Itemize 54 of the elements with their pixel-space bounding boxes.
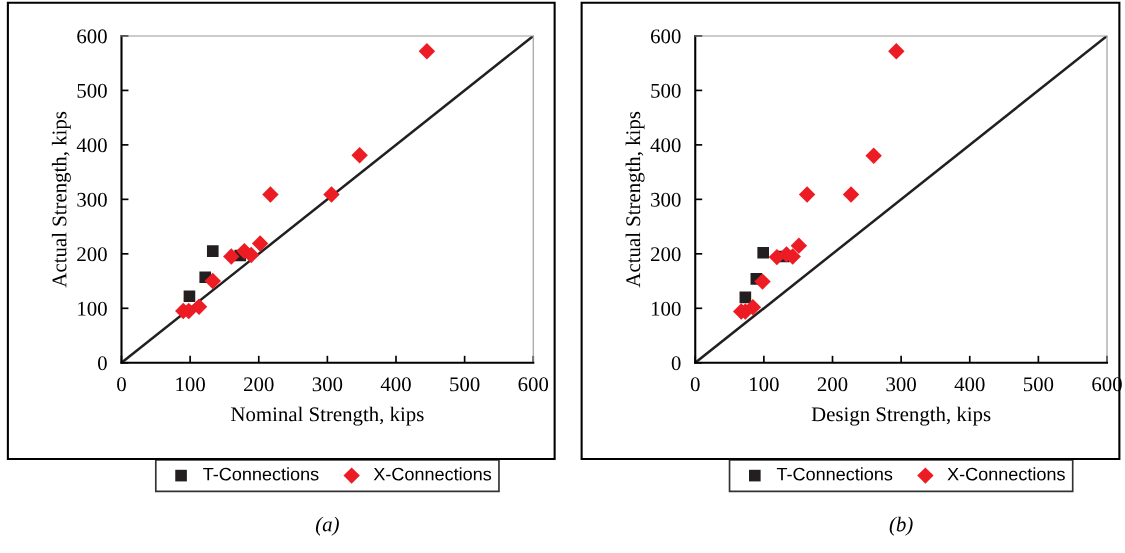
y-tick-label: 200 — [77, 247, 107, 262]
y-tick-label: 500 — [77, 83, 107, 98]
point — [865, 147, 882, 164]
y-axis-title: Actual Strength, kips — [625, 111, 645, 288]
point — [223, 248, 240, 265]
y-tick-label: 500 — [651, 83, 681, 98]
x-tick-label: 200 — [817, 377, 848, 392]
x-tick-label: 300 — [886, 377, 916, 392]
point — [790, 237, 808, 254]
x-tick-label: 0 — [117, 377, 126, 392]
y-axis-title: Actual Strength, kips — [51, 111, 71, 288]
text: (a) — [315, 516, 339, 536]
point — [842, 186, 860, 203]
point — [183, 290, 196, 303]
legend-label: X-Connections — [947, 467, 1065, 481]
point — [204, 272, 221, 290]
y-tick-label: 0 — [97, 356, 107, 371]
legend-label: T-Connections — [203, 467, 319, 481]
x-tick-label: 500 — [1023, 377, 1054, 392]
x-axis-title: Nominal Strength, kips — [231, 406, 424, 426]
y-tick-label: 100 — [78, 301, 107, 316]
point — [798, 186, 816, 203]
point — [757, 246, 769, 259]
point — [190, 298, 208, 315]
point — [206, 245, 219, 257]
y-tick-label: 300 — [651, 192, 681, 207]
point — [888, 42, 905, 60]
y-tick-label: 100 — [651, 301, 681, 316]
y-tick-label: 200 — [651, 247, 681, 262]
y-tick-label: 300 — [77, 192, 107, 207]
legend-label: X-Connections — [373, 467, 492, 481]
x-tick-label: 100 — [750, 377, 779, 392]
x-tick-label: 100 — [176, 377, 205, 392]
point — [351, 147, 368, 164]
point — [251, 235, 269, 252]
point — [262, 186, 279, 203]
y-tick-label: 400 — [76, 138, 107, 153]
y-tick-label: 0 — [671, 356, 681, 371]
y-tick-label: 600 — [651, 29, 681, 44]
x-axis-title: Design Strength, kips — [811, 406, 991, 426]
x-tick-label: 400 — [380, 377, 411, 392]
text: (b) — [889, 516, 913, 536]
x-tick-label: 0 — [690, 377, 700, 392]
y-tick-label: 600 — [77, 29, 107, 44]
point — [418, 42, 436, 60]
x-tick-label: 600 — [518, 377, 549, 392]
legend-label: T-Connections — [776, 467, 893, 481]
point — [754, 273, 771, 290]
point — [323, 186, 340, 203]
y-tick-label: 400 — [650, 138, 681, 153]
x-tick-label: 500 — [450, 377, 480, 392]
x-tick-label: 200 — [244, 377, 274, 392]
x-tick-label: 300 — [312, 377, 343, 392]
x-tick-label: 400 — [954, 377, 985, 392]
